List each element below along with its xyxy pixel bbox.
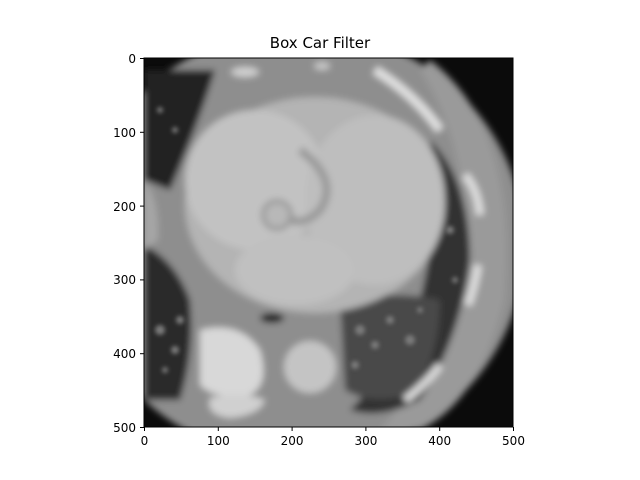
y-tick-label: 400 [113, 347, 136, 361]
x-tick-label: 0 [141, 434, 149, 448]
y-tick-label: 100 [113, 126, 136, 140]
y-tick-label: 0 [128, 52, 136, 66]
axes-frame [143, 57, 514, 428]
y-axis [140, 58, 144, 428]
ct-image [144, 58, 513, 427]
x-tick-label: 400 [428, 434, 451, 448]
x-axis [144, 427, 514, 431]
plot-title: Box Car Filter [269, 34, 371, 52]
x-tick-label: 100 [207, 434, 230, 448]
x-tick-label: 500 [502, 434, 525, 448]
y-tick-label: 200 [113, 200, 136, 214]
y-tick-label: 500 [113, 421, 136, 435]
y-tick-label: 300 [113, 273, 136, 287]
x-tick-label: 300 [354, 434, 377, 448]
x-tick-label: 200 [281, 434, 304, 448]
